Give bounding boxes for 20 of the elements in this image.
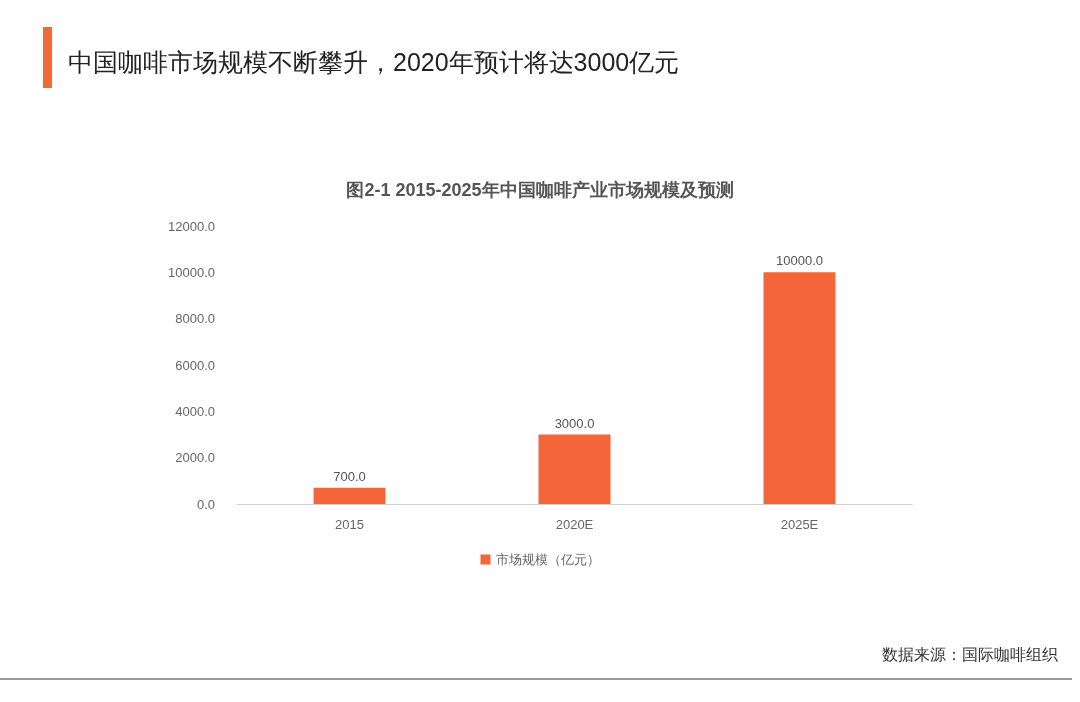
data-label: 10000.0 <box>776 253 823 269</box>
y-tick-label: 4000.0 <box>175 403 215 419</box>
chart-title: 中国咖啡市场规模不断攀升，2020年预计将达3000亿元 <box>68 47 680 78</box>
x-tick-label: 2020E <box>555 517 594 532</box>
y-tick-label: 0.0 <box>196 496 215 512</box>
bar <box>763 272 836 504</box>
chart-subtitle: 图2-1 2015-2025年中国咖啡产业市场规模及预测 <box>346 180 734 200</box>
y-tick-label: 6000.0 <box>175 357 215 373</box>
bar <box>538 434 611 504</box>
legend-label: 市场规模（亿元） <box>495 552 600 567</box>
data-label: 3000.0 <box>554 415 595 431</box>
bar <box>313 487 386 504</box>
source-note: 数据来源：国际咖啡组织 <box>882 645 1058 665</box>
y-tick-label: 2000.0 <box>175 450 215 466</box>
x-tick-label: 2015 <box>335 517 364 532</box>
y-tick-label: 10000.0 <box>168 264 215 280</box>
data-label: 700.0 <box>333 468 366 484</box>
y-tick-label: 8000.0 <box>175 311 215 327</box>
y-tick-label: 12000.0 <box>168 218 215 234</box>
x-tick-label: 2025E <box>780 517 819 532</box>
